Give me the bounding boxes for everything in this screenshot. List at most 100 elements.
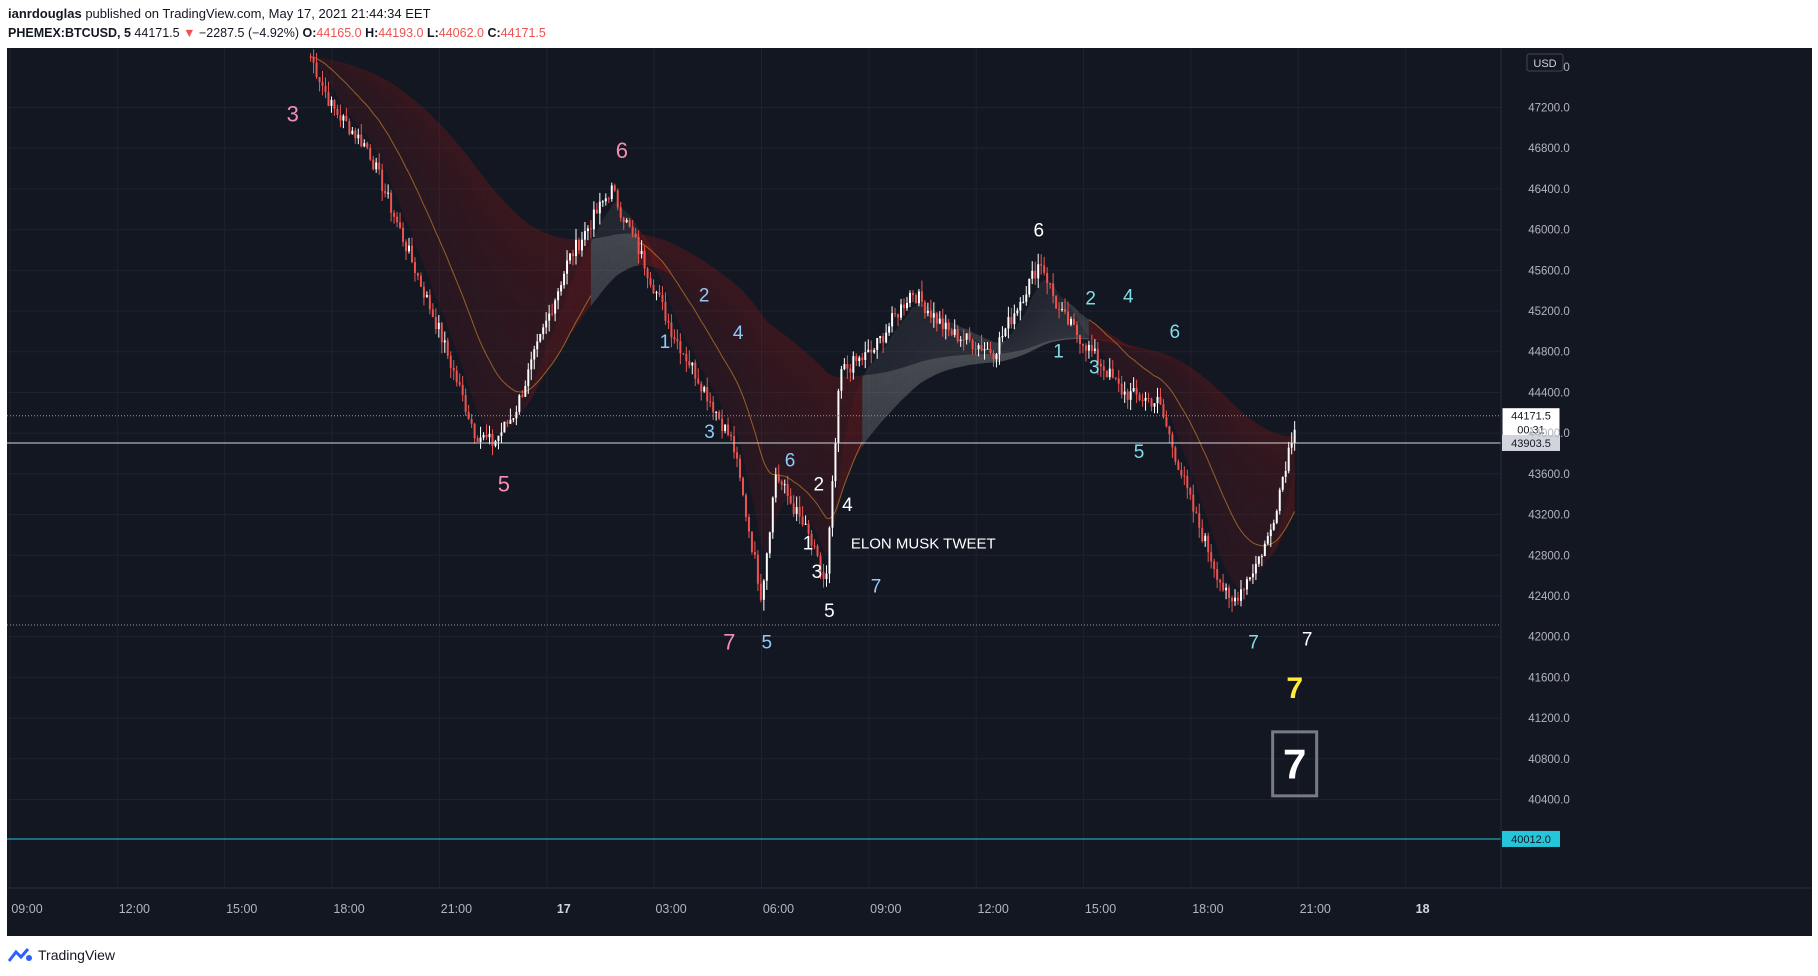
candle-body	[739, 458, 741, 478]
ribbon-band	[972, 363, 976, 365]
ribbon-band	[778, 330, 782, 342]
ribbon-band	[474, 219, 478, 241]
ribbon-band	[382, 141, 386, 170]
ribbon-band	[331, 59, 335, 61]
ribbon-band	[719, 289, 723, 299]
ribbon-band	[1226, 401, 1230, 409]
ribbon-band	[1062, 339, 1066, 341]
candle-body	[464, 395, 467, 412]
ribbon-band	[513, 363, 517, 392]
symbol-label[interactable]: PHEMEX:BTCUSD, 5	[8, 26, 131, 40]
ma-line	[1243, 534, 1248, 539]
ribbon-band	[635, 263, 639, 266]
ribbon-band	[450, 189, 454, 210]
ribbon-band	[865, 429, 869, 443]
ribbon-band	[918, 378, 922, 383]
ribbon-band	[820, 375, 824, 389]
ribbon-band	[1187, 379, 1191, 386]
ribbon-band	[382, 82, 386, 88]
ribbon-band	[874, 415, 878, 424]
ribbon-band	[504, 240, 508, 258]
ribbon-band	[704, 299, 708, 308]
ribbon-band	[635, 254, 639, 260]
candle-body	[563, 273, 566, 286]
ribbon-band	[1291, 499, 1295, 513]
ribbon-band	[450, 135, 454, 145]
ribbon-band	[611, 253, 615, 262]
ribbon-band	[486, 227, 490, 247]
ribbon-band	[1139, 353, 1143, 360]
ribbon-band	[811, 419, 815, 436]
candle-body	[521, 395, 524, 397]
ribbon-band	[1097, 329, 1101, 334]
ribbon-band	[1169, 372, 1173, 383]
ma-line	[1118, 345, 1123, 350]
ribbon-band	[1154, 356, 1158, 359]
ribbon-band	[1264, 439, 1268, 448]
candle-body	[354, 130, 357, 139]
ribbon-band	[1166, 354, 1170, 358]
candle-body	[771, 497, 774, 533]
ribbon-band	[713, 361, 717, 396]
ribbon-band	[385, 87, 389, 93]
ribbon-band	[534, 227, 538, 238]
ribbon-band	[620, 262, 624, 269]
ribbon-band	[349, 86, 353, 101]
ribbon-band	[731, 313, 735, 324]
ribbon-band	[623, 245, 627, 252]
ribbon-band	[340, 64, 344, 67]
ribbon-band	[403, 183, 407, 222]
ribbon-band	[1133, 347, 1137, 350]
ribbon-band	[403, 161, 407, 191]
ribbon-band	[1151, 354, 1155, 357]
ribbon-band	[808, 404, 812, 420]
ribbon-band	[394, 89, 398, 94]
ma-line	[1145, 368, 1149, 372]
ribbon-band	[447, 259, 451, 299]
ribbon-band	[1217, 404, 1221, 414]
ribbon-band	[683, 269, 687, 277]
ribbon-band	[1199, 440, 1203, 472]
ribbon-band	[486, 195, 490, 210]
ma-line	[823, 513, 827, 519]
ribbon-band	[686, 250, 690, 258]
ribbon-band	[906, 385, 910, 392]
ribbon-band	[1130, 346, 1134, 348]
ribbon-band	[537, 247, 541, 260]
ribbon-band	[617, 251, 621, 259]
ribbon-band	[1106, 343, 1110, 362]
ribbon-band	[1235, 440, 1239, 455]
ribbon-band	[1193, 371, 1197, 377]
ribbon-band	[772, 447, 776, 475]
ribbon-band	[892, 376, 896, 384]
ribbon-band	[975, 356, 979, 362]
ribbon-band	[426, 123, 430, 133]
ribbon-band	[796, 446, 800, 467]
ribbon-band	[1291, 481, 1295, 493]
ribbon-band	[1065, 329, 1069, 334]
ribbon-band	[1163, 355, 1167, 358]
ribbon-band	[1085, 330, 1089, 334]
candle-body	[667, 320, 670, 323]
ribbon-band	[877, 401, 881, 410]
ribbon-band	[504, 209, 508, 223]
ribbon-band	[1142, 352, 1146, 357]
ribbon-band	[909, 379, 913, 386]
ribbon-band	[820, 457, 824, 478]
ribbon-band	[936, 361, 940, 367]
ribbon-band	[626, 239, 630, 246]
ribbon-band	[570, 317, 574, 329]
ribbon-band	[453, 139, 457, 149]
ribbon-band	[1252, 520, 1256, 545]
ribbon-band	[516, 254, 520, 272]
author-name[interactable]: ianrdouglas	[8, 6, 82, 21]
ribbon-band	[1044, 322, 1048, 331]
ribbon-band	[316, 57, 320, 58]
ribbon-band	[1050, 331, 1054, 337]
ribbon-band	[698, 279, 702, 288]
ribbon-band	[954, 362, 958, 366]
ribbon-band	[510, 360, 514, 391]
ribbon-band	[578, 255, 582, 265]
